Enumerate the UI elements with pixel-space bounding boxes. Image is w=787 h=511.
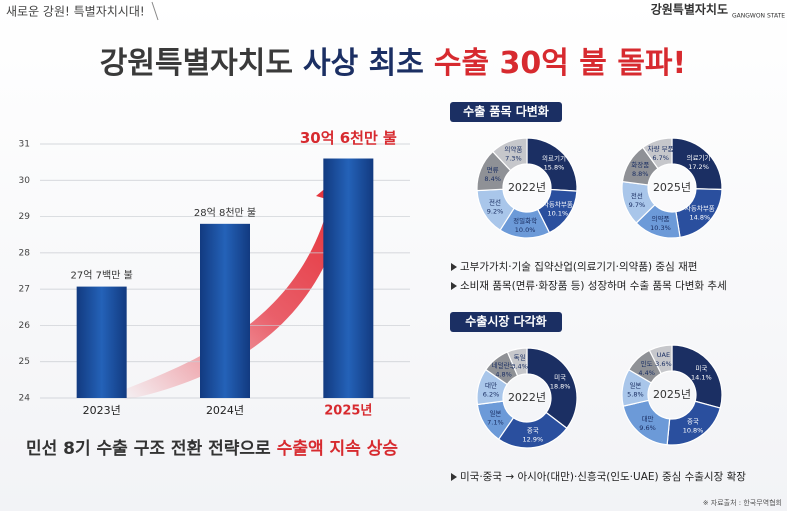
title-part: 강원특별자치도 (100, 46, 293, 81)
donut-center: 2025년 (653, 388, 691, 401)
title-part: 수출 30억 불 돌파! (434, 46, 686, 81)
y-tick-label: 25 (19, 357, 30, 367)
segment-value: 5.8% (627, 390, 644, 398)
segment-value: 10.8% (683, 426, 704, 434)
value-label: 30억 6천만 불 (300, 129, 397, 147)
logo: 강원특별자치도 (651, 2, 728, 17)
segment-label: 미국 (554, 373, 566, 382)
y-tick-label: 26 (19, 321, 31, 331)
donut-segment (506, 347, 528, 377)
y-tick-label: 27 (19, 285, 30, 295)
segment-value: 14.1% (691, 373, 712, 381)
y-tick-label: 29 (19, 212, 31, 222)
segment-value: 8.4% (484, 175, 501, 183)
source: ※ 자료출처 : 한국무역협회 (703, 498, 782, 507)
title: 강원특별자치도 사상 최초 수출 30억 불 돌파! (100, 46, 686, 81)
segment-label: 의약품 (652, 214, 670, 223)
segment-value: 10.1% (548, 209, 569, 217)
segment-label: 네덜란드 (492, 360, 516, 369)
donut-segment (491, 137, 528, 172)
header-tag: 새로운 강원! 특별자치시대! (6, 5, 145, 19)
segment-label: 자동차부품 (685, 203, 715, 212)
segment-value: 12.9% (523, 436, 544, 444)
segment-value: 18.8% (550, 383, 571, 391)
segment-value: 10.3% (650, 224, 671, 232)
segment-label: UAE (657, 351, 670, 359)
donut-segment (648, 344, 673, 375)
segment-value: 3.4% (511, 363, 528, 371)
segment-value: 10.0% (515, 226, 536, 234)
donut-center: 2022년 (508, 181, 546, 194)
bullet: 소비재 품목(면류·화장품 등) 성장하며 수출 품목 다변화 추세 (460, 279, 727, 292)
segment-value: 3.6% (655, 360, 672, 368)
value-label: 28억 8천만 불 (194, 207, 256, 219)
donut-center: 2025년 (653, 181, 691, 194)
segment-label: 자동차부품 (543, 199, 573, 208)
segment-label: 화장품 (631, 160, 649, 169)
segment-value: 8.8% (632, 170, 649, 178)
segment-label: 전선 (489, 198, 501, 207)
segment-label: 대만 (485, 380, 497, 389)
segment-label: 의료기기 (542, 154, 566, 163)
segment-label: 인도 (641, 359, 653, 368)
segment-value: 14.8% (690, 213, 711, 221)
divider (151, 1, 159, 21)
subtitle-part: 민선 8기 수출 구조 전환 전략으로 (26, 439, 271, 459)
segment-label: 대만 (642, 414, 654, 423)
donut-segment (671, 344, 723, 409)
x-tick-label: 2024년 (206, 404, 244, 417)
title-part: 사상 최초 (303, 46, 424, 81)
segment-label: 일본 (629, 380, 641, 389)
bullet: 고부가가치·기술 집약산업(의료기기·의약품) 중심 재편 (460, 260, 697, 273)
segment-label: 정밀화학 (513, 216, 537, 225)
segment-value: 17.2% (688, 163, 709, 171)
segment-value: 4.4% (638, 369, 655, 377)
segment-label: 독일 (514, 353, 526, 362)
segment-label: 의약품 (504, 145, 522, 154)
segment-value: 9.7% (629, 201, 646, 209)
donut-segment (526, 347, 578, 430)
segment-label: 차량 부품 (648, 144, 674, 153)
donut-center: 2022년 (508, 391, 546, 404)
segment-value: 7.1% (487, 418, 504, 426)
bullet: 미국·중국 → 아시아(대만)·신흥국(인도·UAE) 중심 수출시장 확장 (460, 470, 746, 483)
bar (76, 286, 127, 398)
value-label: 27억 7백만 불 (71, 270, 133, 282)
segment-value: 4.8% (495, 370, 512, 378)
segment-label: 면류 (487, 165, 499, 174)
bar (323, 158, 374, 398)
segment-label: 의료기기 (687, 153, 711, 162)
y-tick-label: 24 (19, 394, 31, 404)
donut-segment (641, 137, 673, 170)
segment-label: 미국 (695, 363, 707, 372)
bullet-marker (451, 263, 457, 481)
subtitle-part: 수출액 지속 상승 (277, 439, 399, 459)
segment-label: 중국 (687, 417, 699, 425)
segment-value: 9.6% (639, 424, 656, 432)
segment-label: 중국 (527, 427, 539, 435)
segment-value: 6.2% (483, 390, 500, 398)
segment-label: 일본 (489, 408, 501, 417)
x-tick-label: 2023년 (83, 404, 121, 417)
subtitle: 민선 8기 수출 구조 전환 전략으로 수출액 지속 상승 (26, 439, 398, 459)
section-heading: 수출시장 다각화 (465, 314, 546, 329)
bar (200, 223, 250, 398)
section-badge (450, 102, 562, 122)
segment-value: 6.7% (652, 154, 669, 162)
segment-value: 7.3% (505, 155, 522, 163)
x-tick-label: 2025년 (324, 404, 372, 419)
logo-sub: GANGWON STATE (732, 13, 785, 20)
y-tick-label: 31 (19, 140, 30, 150)
segment-label: 전선 (631, 191, 643, 200)
y-tick-label: 30 (19, 176, 31, 186)
segment-value: 9.2% (487, 208, 504, 216)
section-badge (450, 312, 562, 332)
y-tick-label: 28 (19, 248, 31, 258)
segment-value: 15.8% (544, 164, 565, 172)
section-heading: 수출 품목 다변화 (463, 104, 549, 119)
